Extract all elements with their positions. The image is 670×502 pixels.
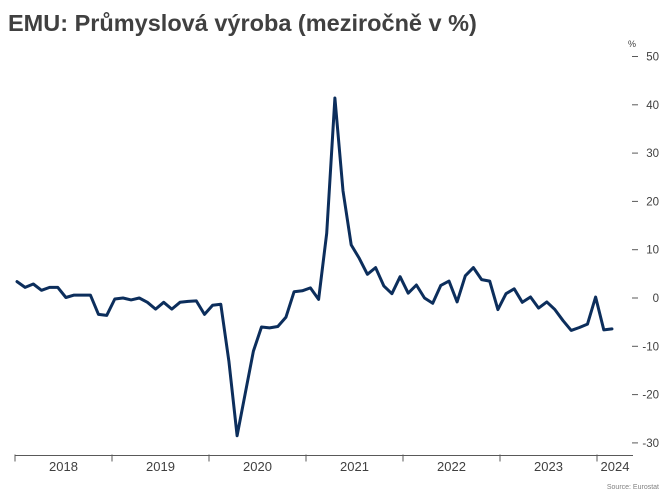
x-tick-label: 2023: [534, 459, 563, 474]
x-tick-label: 2019: [146, 459, 175, 474]
x-axis: 2018 2019 2020 2021 2022 2023 2024: [14, 454, 633, 474]
y-tick-label: -10: [642, 341, 659, 353]
y-tick-label: -20: [642, 390, 659, 402]
x-tick-label: 2024: [601, 459, 630, 474]
x-tick-label: 2021: [340, 459, 369, 474]
y-tick-label: 0: [653, 293, 659, 305]
source-note: Source: Eurostat: [607, 484, 659, 491]
y-tick-label: 30: [646, 148, 659, 160]
y-tick-label: 50: [646, 52, 659, 64]
x-tick-label: 2018: [49, 459, 78, 474]
y-tick-label: 40: [646, 100, 659, 112]
y-tick-label: 20: [646, 196, 659, 208]
y-axis: 50 40 30 20 10 0 -10 -20 -30: [632, 52, 659, 450]
plot-area: [15, 96, 614, 438]
x-tick-label: 2020: [243, 459, 272, 474]
y-axis-unit-label: %: [628, 39, 636, 49]
series-line: [15, 96, 614, 438]
chart-title: EMU: Průmyslová výroba (meziročně v %): [8, 10, 477, 36]
x-tick-label: 2022: [437, 459, 466, 474]
y-tick-label: 10: [646, 245, 659, 257]
y-tick-label: -30: [642, 438, 659, 450]
